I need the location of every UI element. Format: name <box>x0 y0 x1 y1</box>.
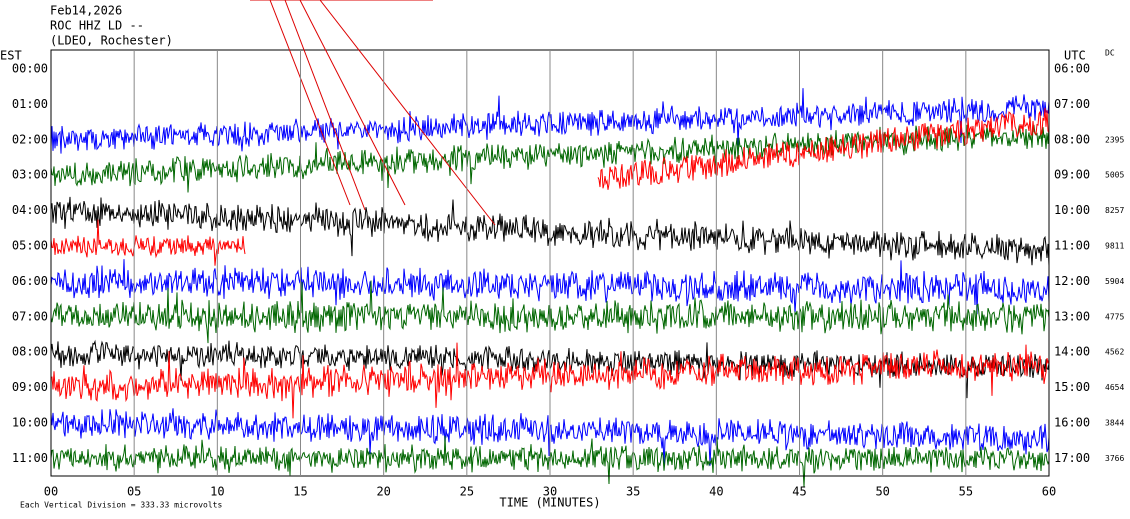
x-tick-label: 25 <box>460 485 474 499</box>
x-tick-label: 50 <box>875 485 889 499</box>
left-label: 04:00 <box>12 203 48 217</box>
station: ROC HHZ LD -- <box>50 19 144 33</box>
right-label: 14:00 <box>1054 345 1090 359</box>
dc-value: 4562 <box>1105 348 1124 357</box>
dc-value: 5005 <box>1105 171 1124 180</box>
location: (LDEO, Rochester) <box>50 34 173 48</box>
left-label: 06:00 <box>12 274 48 288</box>
x-tick-label: 40 <box>709 485 723 499</box>
x-tick-label: 20 <box>376 485 390 499</box>
footer: Each Vertical Division = 333.33 microvol… <box>20 501 222 510</box>
x-tick-label: 10 <box>210 485 224 499</box>
right-label: 12:00 <box>1054 274 1090 288</box>
dc-title: DC <box>1105 49 1115 58</box>
left-label: 01:00 <box>12 97 48 111</box>
event-markers <box>250 0 496 226</box>
dc-value: 9811 <box>1105 242 1124 251</box>
dc-value: 4654 <box>1105 383 1124 392</box>
left-label: 11:00 <box>12 451 48 465</box>
left-label: 02:00 <box>12 132 48 146</box>
right-label: 13:00 <box>1054 309 1090 323</box>
right-label: 07:00 <box>1054 97 1090 111</box>
x-tick-label: 55 <box>959 485 973 499</box>
trace <box>50 219 246 266</box>
trace <box>597 107 1050 190</box>
right-label: 17:00 <box>1054 451 1090 465</box>
right-label: 11:00 <box>1054 239 1090 253</box>
x-tick-label: 45 <box>792 485 806 499</box>
x-tick-label: 05 <box>127 485 141 499</box>
left-label: 09:00 <box>12 380 48 394</box>
x-tick-label: 30 <box>543 485 557 499</box>
left-label: 07:00 <box>12 309 48 323</box>
x-tick-label: 35 <box>626 485 640 499</box>
x-tick-label: 15 <box>293 485 307 499</box>
date: Feb14,2026 <box>50 4 122 18</box>
dc-value: 3844 <box>1105 419 1124 428</box>
left-label: 05:00 <box>12 239 48 253</box>
right-label: 10:00 <box>1054 203 1090 217</box>
right-label: 06:00 <box>1054 62 1090 76</box>
left-label: 08:00 <box>12 345 48 359</box>
x-axis-title: TIME (MINUTES) <box>499 496 600 510</box>
right-label: 09:00 <box>1054 168 1090 182</box>
x-tick-label: 60 <box>1042 485 1056 499</box>
dc-value: 5904 <box>1105 277 1124 286</box>
right-axis-title: UTC <box>1064 49 1086 63</box>
left-label: 10:00 <box>12 416 48 430</box>
right-label: 08:00 <box>1054 132 1090 146</box>
dc-value: 8257 <box>1105 206 1124 215</box>
dc-value: 2395 <box>1105 135 1124 144</box>
x-tick-label: 00 <box>44 485 58 499</box>
left-label: 03:00 <box>12 168 48 182</box>
left-axis-title: EST <box>0 49 22 63</box>
left-label: 00:00 <box>12 62 48 76</box>
right-label: 15:00 <box>1054 380 1090 394</box>
dc-value: 3766 <box>1105 454 1124 463</box>
dc-value: 4775 <box>1105 312 1124 321</box>
right-label: 16:00 <box>1054 416 1090 430</box>
